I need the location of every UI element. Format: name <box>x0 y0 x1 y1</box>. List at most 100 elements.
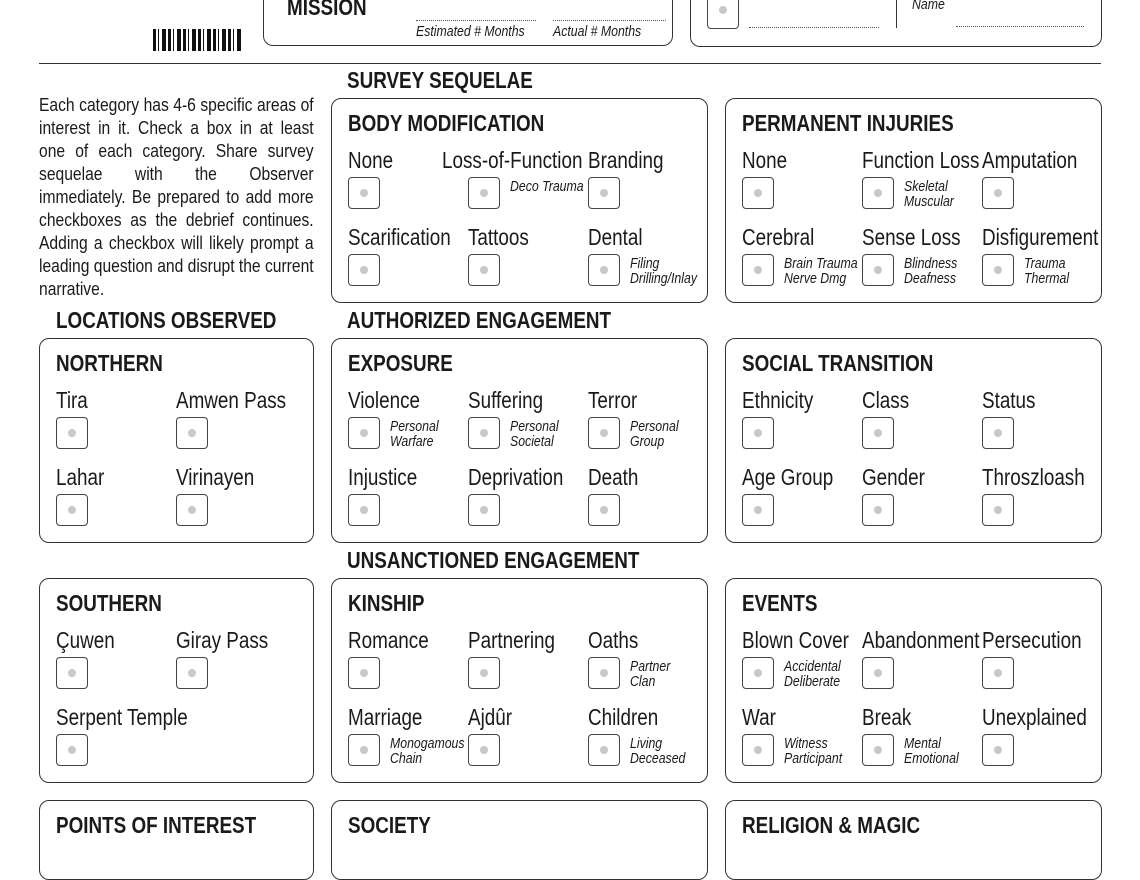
checkbox[interactable] <box>982 417 1014 449</box>
item-label: Blown Cover <box>742 627 849 653</box>
checkbox[interactable] <box>176 657 208 689</box>
option-text: Clan <box>630 673 656 690</box>
checkbox[interactable] <box>348 417 380 449</box>
checkbox[interactable] <box>348 494 380 526</box>
option-text: Accidental <box>784 658 841 675</box>
checkbox[interactable] <box>588 177 620 209</box>
item-label: Amwen Pass <box>176 387 287 413</box>
checkbox[interactable] <box>176 417 208 449</box>
item-label: Deprivation <box>468 464 564 490</box>
option-text: Trauma <box>1024 255 1066 272</box>
checkbox[interactable] <box>468 417 500 449</box>
item-options: Personal Societal <box>510 419 569 449</box>
item-label: Terror <box>588 387 638 413</box>
item-label: Serpent Temple <box>56 704 188 730</box>
option-text: Societal <box>510 433 554 450</box>
checkbox[interactable] <box>468 177 500 209</box>
checkbox[interactable] <box>588 494 620 526</box>
item-label: Virinayen <box>176 464 255 490</box>
checkbox[interactable] <box>468 734 500 766</box>
item-label: Branding <box>588 147 664 173</box>
panel-society: SOCIETY <box>331 800 708 880</box>
option-text: Muscular <box>904 193 954 210</box>
checkbox[interactable] <box>56 657 88 689</box>
item-label: Gender <box>862 464 925 490</box>
item-options: Mental Emotional <box>904 736 971 766</box>
item-label: Ethnicity <box>742 387 814 413</box>
panel-southern: SOUTHERN Çuwen Giray Pass Serpent Temple <box>39 578 314 783</box>
checkbox[interactable] <box>707 0 739 29</box>
panel-body-modification: BODY MODIFICATION None Loss-of-Function Dec… <box>331 98 708 303</box>
item-label: Injustice <box>348 464 418 490</box>
item-options: Living Deceased <box>630 736 698 766</box>
item-label: Giray Pass <box>176 627 269 653</box>
checkbox[interactable] <box>742 734 774 766</box>
item-label: None <box>742 147 788 173</box>
checkbox[interactable] <box>348 734 380 766</box>
checkbox[interactable] <box>982 494 1014 526</box>
barcode <box>153 29 241 51</box>
checkbox[interactable] <box>742 254 774 286</box>
text-field[interactable] <box>749 27 879 28</box>
checkbox[interactable] <box>588 734 620 766</box>
item-options: Witness Participant <box>784 736 855 766</box>
item-label: Disfigurement <box>982 224 1099 250</box>
checkbox[interactable] <box>862 417 894 449</box>
checkbox[interactable] <box>982 734 1014 766</box>
panel-religion-magic: RELIGION & MAGIC <box>725 800 1102 880</box>
checkbox[interactable] <box>468 254 500 286</box>
panel-title: SOCIETY <box>348 812 431 838</box>
item-label: Lahar <box>56 464 105 490</box>
checkbox[interactable] <box>588 417 620 449</box>
checkbox[interactable] <box>742 657 774 689</box>
checkbox[interactable] <box>982 254 1014 286</box>
checkbox[interactable] <box>468 494 500 526</box>
item-label: None <box>348 147 394 173</box>
checkbox[interactable] <box>862 734 894 766</box>
option-text: Deceased <box>630 750 686 767</box>
checkbox[interactable] <box>56 734 88 766</box>
checkbox[interactable] <box>742 417 774 449</box>
item-label: Çuwen <box>56 627 115 653</box>
checkbox[interactable] <box>982 657 1014 689</box>
observer-box <box>690 0 1102 47</box>
checkbox[interactable] <box>348 177 380 209</box>
checkbox[interactable] <box>862 254 894 286</box>
item-label: Sense Loss <box>862 224 961 250</box>
item-options: Deco Trauma <box>510 179 600 194</box>
checkbox[interactable] <box>862 177 894 209</box>
checkbox[interactable] <box>862 657 894 689</box>
checkbox[interactable] <box>588 657 620 689</box>
checkbox[interactable] <box>588 254 620 286</box>
option-text: Monogamous <box>390 735 465 752</box>
item-options: Brain Trauma Nerve Dmg <box>784 256 874 286</box>
checkbox[interactable] <box>982 177 1014 209</box>
actual-months-field[interactable] <box>553 20 666 21</box>
checkbox[interactable] <box>56 494 88 526</box>
item-label: Children <box>588 704 659 730</box>
mission-label: MISSION <box>287 0 367 20</box>
item-label: Dental <box>588 224 643 250</box>
checkbox[interactable] <box>862 494 894 526</box>
item-options: Skeletal Muscular <box>904 179 965 209</box>
option-text: Personal <box>510 418 559 435</box>
checkbox[interactable] <box>468 657 500 689</box>
item-label: Persecution <box>982 627 1082 653</box>
item-label: Death <box>588 464 639 490</box>
checkbox[interactable] <box>742 494 774 526</box>
checkbox[interactable] <box>348 254 380 286</box>
panel-points-of-interest: POINTS OF INTEREST <box>39 800 314 880</box>
option-text: Deco Trauma <box>510 178 584 195</box>
checkbox[interactable] <box>742 177 774 209</box>
panel-title: PERMANENT INJURIES <box>742 110 954 136</box>
item-label: Class <box>862 387 910 413</box>
item-label: Cerebral <box>742 224 815 250</box>
checkbox[interactable] <box>348 657 380 689</box>
panel-events: EVENTS Blown Cover Accidental Deliberate Aba… <box>725 578 1102 783</box>
estimated-months-field[interactable] <box>416 20 536 21</box>
checkbox[interactable] <box>56 417 88 449</box>
name-field[interactable] <box>956 26 1084 27</box>
option-text: Drilling/Inlay <box>630 270 697 287</box>
checkbox[interactable] <box>176 494 208 526</box>
item-options: Personal Warfare <box>390 419 449 449</box>
